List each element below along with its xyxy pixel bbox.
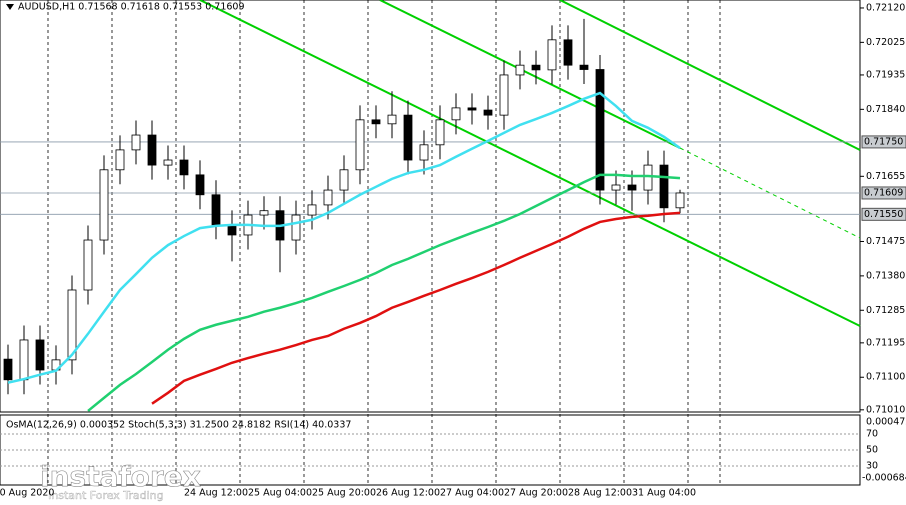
candle-body [99,169,109,241]
y-tick-label: 0.71010 [866,404,905,415]
price-label-box [861,186,906,200]
candle-body [339,169,349,191]
candle-body [259,210,269,216]
candle-body [371,119,381,125]
candle-body [355,119,365,171]
x-tick-label: 24 Aug 12:00 [184,488,248,499]
candle-body [643,164,653,191]
symbol-icon [6,4,14,10]
candle-body [419,144,429,161]
indicator-title: OsMA(12,26,9) 0.000352 Stoch(5,3,3) 31.2… [6,420,351,431]
candle-body [627,184,637,191]
candle-body [675,192,685,209]
indicator-bottom-label: -0.000684 [862,473,906,484]
candle-body [115,149,125,171]
indicator-level-label: 30 [866,461,878,472]
price-label-box [861,135,906,149]
candle-body [611,184,621,191]
x-tick-label: 27 Aug 04:00 [440,488,504,499]
time-grid [47,0,721,485]
candle-body [515,64,525,76]
candle-body [451,107,461,121]
price-label: 0.71550 [864,209,903,220]
candle-body [227,224,237,236]
watermark-tagline: Instant Forex Trading [48,489,164,502]
x-tick-label: 26 Aug 12:00 [376,488,440,499]
y-tick-label: 0.71475 [866,236,905,247]
moving-average [151,211,681,405]
data-layer [0,18,860,412]
x-tick-label: 28 Aug 12:00 [568,488,632,499]
candle-body [323,189,333,206]
candle-body [387,114,397,125]
x-tick-label: 31 Aug 04:00 [632,488,696,499]
y-tick-label: 0.71380 [866,270,905,281]
x-tick-label: 20 Aug 2020 [0,488,54,499]
candle-body [163,159,173,166]
y-tick-label: 0.71840 [866,104,905,115]
candle-body [579,64,589,70]
x-tick-label: 27 Aug 20:00 [504,488,568,499]
candle-body [211,194,221,226]
y-tick-label: 0.72120 [866,2,905,13]
chart-title: AUDUSD,H1 0.71568 0.71618 0.71553 0.7160… [18,2,245,13]
candle-body [83,239,93,291]
candle-body [179,159,189,176]
price-label: 0.71609 [864,187,903,198]
y-tick-label: 0.71100 [866,372,905,383]
candle-body [131,134,141,151]
price-label-box [861,207,906,221]
y-tick-label: 0.72025 [866,37,905,48]
candle-body [19,339,29,381]
indicator-level-label: 70 [866,429,878,440]
candle-body [291,214,301,241]
candle-body [547,39,557,71]
candle-body [435,119,445,146]
candle-body [499,74,509,116]
candle-body [467,107,477,111]
moving-average [7,91,681,384]
plot-frame [0,0,861,413]
x-tick-label: 25 Aug 04:00 [248,488,312,499]
candle-body [147,134,157,166]
candle-body [483,109,493,116]
y-tick-label: 0.71285 [866,305,905,316]
y-tick-label: 0.71195 [866,337,905,348]
candle-body [659,164,669,209]
candle-body [563,39,573,66]
candle-body [595,69,605,191]
candle-body [67,289,77,361]
y-tick-label: 0.71655 [866,171,905,182]
price-label: 0.71750 [864,136,903,147]
candle-body [3,358,13,381]
y-tick-label: 0.71935 [866,69,905,80]
x-tick-label: 25 Aug 20:00 [312,488,376,499]
indicator-top-label: 0.000472 [866,417,906,428]
trend-channel [199,0,861,327]
candle-body [531,64,541,71]
candle-body [195,174,205,196]
candle-body [307,204,317,216]
candle-body [403,114,413,161]
moving-average [87,173,681,412]
indicator-level-label: 50 [866,445,878,456]
candle-body [35,339,45,371]
